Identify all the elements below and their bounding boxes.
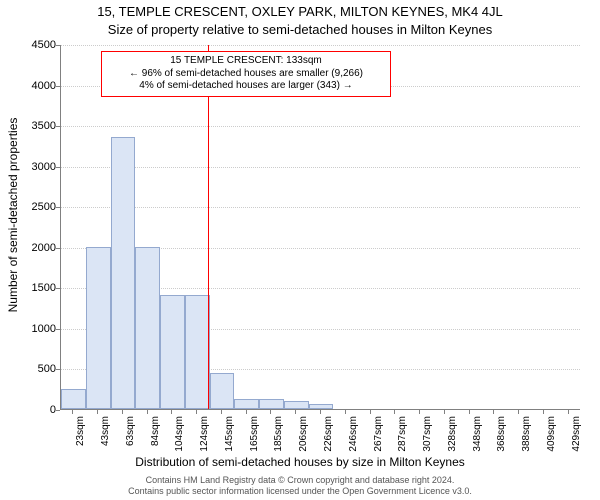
histogram-bar — [185, 295, 210, 409]
x-tick-mark — [444, 410, 445, 414]
y-tick-label: 3500 — [16, 120, 56, 132]
footer-attribution: Contains HM Land Registry data © Crown c… — [0, 475, 600, 497]
x-tick-mark — [171, 410, 172, 414]
y-tick-label: 4000 — [16, 80, 56, 92]
y-tick-mark — [56, 288, 60, 289]
annotation-line2: ← 96% of semi-detached houses are smalle… — [108, 68, 384, 81]
chart-container: 15, TEMPLE CRESCENT, OXLEY PARK, MILTON … — [0, 0, 600, 500]
x-tick-mark — [419, 410, 420, 414]
y-tick-label: 500 — [16, 363, 56, 375]
x-tick-mark — [122, 410, 123, 414]
gridline-h — [61, 207, 580, 208]
y-tick-mark — [56, 248, 60, 249]
x-tick-mark — [246, 410, 247, 414]
histogram-bar — [259, 399, 284, 409]
x-tick-mark — [97, 410, 98, 414]
y-tick-label: 1500 — [16, 282, 56, 294]
histogram-bar — [61, 389, 86, 409]
x-tick-mark — [493, 410, 494, 414]
gridline-h — [61, 126, 580, 127]
y-tick-label: 2500 — [16, 201, 56, 213]
x-tick-mark — [469, 410, 470, 414]
annotation-line1: 15 TEMPLE CRESCENT: 133sqm — [108, 55, 384, 68]
page-title-line1: 15, TEMPLE CRESCENT, OXLEY PARK, MILTON … — [0, 4, 600, 19]
y-tick-label: 3000 — [16, 161, 56, 173]
histogram-bar — [111, 137, 136, 409]
histogram-bar — [309, 404, 334, 409]
y-tick-label: 1000 — [16, 323, 56, 335]
y-tick-mark — [56, 329, 60, 330]
y-tick-mark — [56, 126, 60, 127]
annotation-box: 15 TEMPLE CRESCENT: 133sqm← 96% of semi-… — [101, 51, 391, 97]
histogram-bar — [284, 401, 309, 409]
x-tick-mark — [543, 410, 544, 414]
y-tick-mark — [56, 45, 60, 46]
y-tick-labels: 050010001500200025003000350040004500 — [18, 45, 58, 410]
histogram-bar — [210, 373, 235, 410]
y-tick-mark — [56, 167, 60, 168]
y-tick-label: 0 — [16, 404, 56, 416]
histogram-plot: 15 TEMPLE CRESCENT: 133sqm← 96% of semi-… — [60, 45, 580, 410]
y-tick-mark — [56, 207, 60, 208]
x-tick-mark — [270, 410, 271, 414]
y-tick-label: 4500 — [16, 39, 56, 51]
histogram-bar — [135, 247, 160, 409]
x-tick-mark — [147, 410, 148, 414]
x-tick-mark — [196, 410, 197, 414]
y-tick-mark — [56, 410, 60, 411]
histogram-bar — [234, 399, 259, 409]
x-axis-label: Distribution of semi-detached houses by … — [0, 455, 600, 469]
footer-line2: Contains public sector information licen… — [0, 486, 600, 497]
x-tick-mark — [320, 410, 321, 414]
x-tick-mark — [518, 410, 519, 414]
x-tick-mark — [568, 410, 569, 414]
x-tick-mark — [394, 410, 395, 414]
footer-line1: Contains HM Land Registry data © Crown c… — [0, 475, 600, 486]
x-tick-mark — [221, 410, 222, 414]
y-tick-mark — [56, 369, 60, 370]
gridline-h — [61, 167, 580, 168]
x-tick-labels: 23sqm43sqm63sqm84sqm104sqm124sqm145sqm16… — [60, 413, 580, 453]
histogram-bar — [160, 295, 185, 409]
x-tick-mark — [72, 410, 73, 414]
x-tick-mark — [345, 410, 346, 414]
page-title-line2: Size of property relative to semi-detach… — [0, 22, 600, 37]
x-tick-mark — [295, 410, 296, 414]
y-tick-mark — [56, 86, 60, 87]
reference-line — [208, 45, 209, 409]
y-tick-label: 2000 — [16, 242, 56, 254]
x-tick-mark — [370, 410, 371, 414]
histogram-bar — [86, 247, 111, 409]
annotation-line3: 4% of semi-detached houses are larger (3… — [108, 80, 384, 93]
gridline-h — [61, 45, 580, 46]
